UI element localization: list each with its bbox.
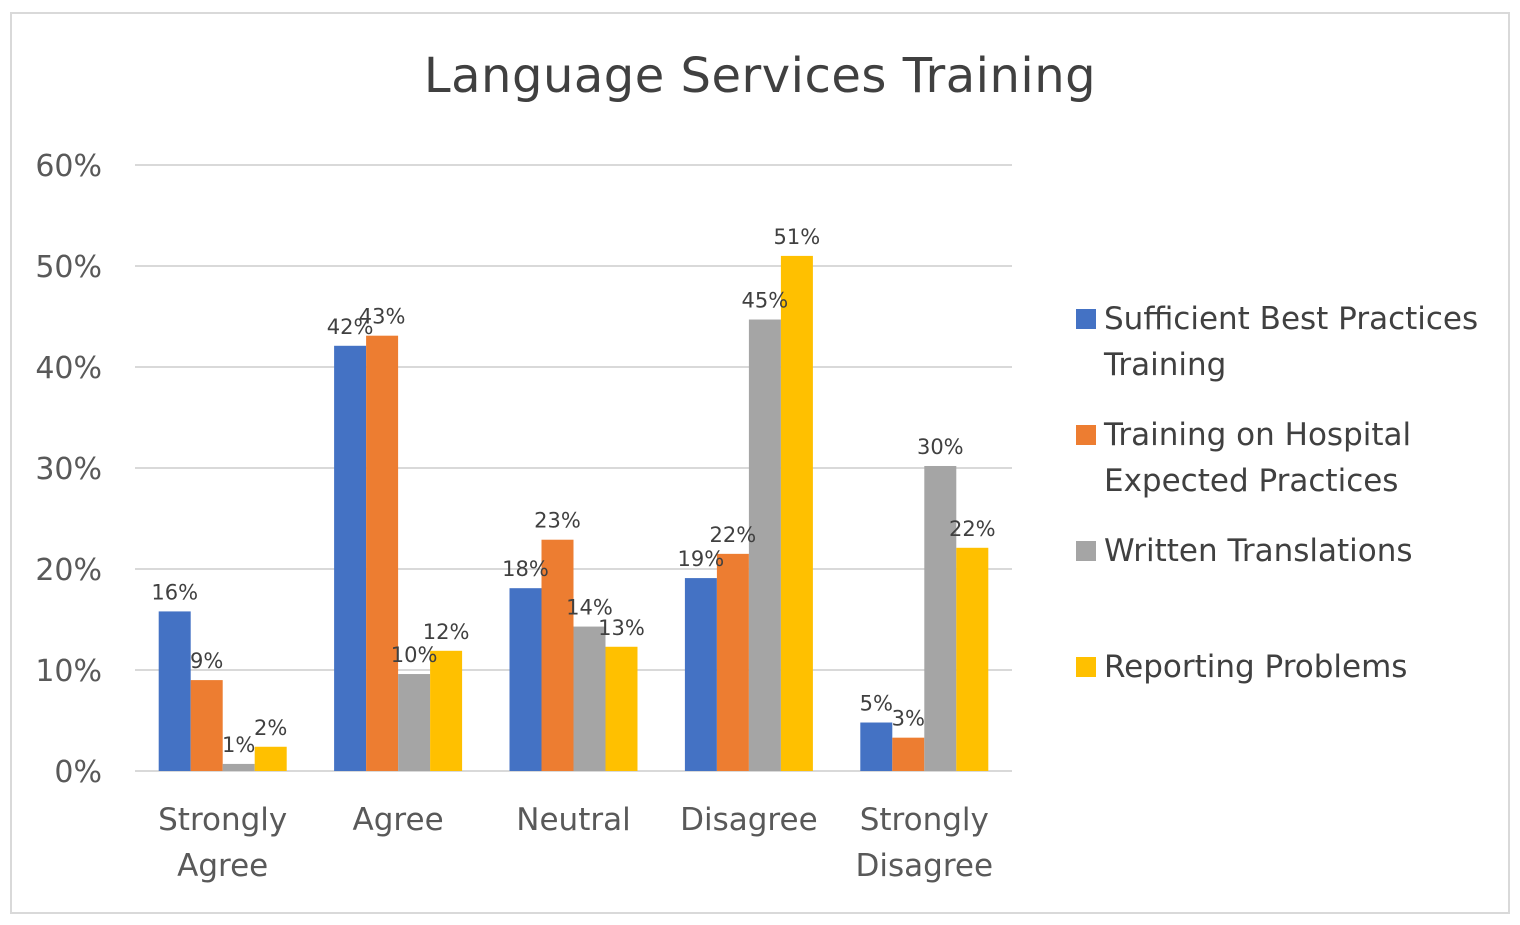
legend-label-line: Reporting Problems — [1104, 649, 1408, 685]
bar — [509, 588, 542, 771]
bar — [430, 650, 463, 771]
data-label: 19% — [678, 547, 725, 571]
data-label: 22% — [949, 517, 996, 541]
data-label: 42% — [327, 315, 374, 339]
legend-label-line: Expected Practices — [1104, 463, 1399, 499]
bar — [573, 626, 606, 771]
data-label: 3% — [892, 707, 925, 731]
data-label: 2% — [254, 716, 287, 740]
x-tick-label: Neutral — [516, 802, 630, 838]
data-label: 16% — [151, 580, 198, 604]
legend-label-line: Training on Hospital — [1104, 417, 1412, 453]
data-label: 51% — [774, 225, 821, 249]
bar — [222, 763, 255, 771]
x-tick-label: Disagree — [680, 802, 818, 838]
bar — [860, 722, 893, 771]
bars — [158, 255, 989, 771]
x-tick-label: Strongly — [860, 802, 989, 838]
legend-item-written-translations: Written Translations — [1076, 528, 1484, 574]
y-tick-label: 60% — [35, 149, 102, 184]
data-label: 45% — [742, 289, 789, 313]
bar — [924, 465, 957, 771]
legend-label-line: Sufficient Best Practices — [1104, 301, 1479, 337]
bar — [780, 255, 813, 771]
y-tick-label: 30% — [35, 452, 102, 487]
data-label: 13% — [598, 616, 645, 640]
legend-swatch — [1076, 309, 1096, 329]
bar — [892, 737, 925, 771]
bar — [190, 680, 223, 771]
legend-swatch — [1076, 425, 1096, 445]
legend-swatch — [1076, 657, 1096, 677]
bar — [254, 746, 287, 771]
bar — [158, 611, 191, 771]
bar — [541, 539, 574, 771]
x-tick-label: Agree — [177, 848, 268, 884]
data-label: 43% — [359, 305, 406, 329]
data-label: 5% — [860, 692, 893, 716]
data-label: 18% — [502, 557, 549, 581]
x-axis-ticks: Strongly Agree Agree Neutral Disagree Strongl… — [158, 802, 993, 884]
bar — [716, 553, 749, 771]
data-label: 10% — [391, 643, 438, 667]
data-label: 22% — [710, 523, 757, 547]
y-tick-label: 20% — [35, 553, 102, 588]
legend-label-line: Written Translations — [1104, 533, 1413, 569]
x-tick-label: Agree — [353, 802, 444, 838]
data-label: 14% — [566, 596, 613, 620]
y-tick-label: 0% — [54, 755, 102, 790]
data-label: 30% — [917, 435, 964, 459]
bar — [748, 319, 781, 771]
bar — [398, 674, 431, 771]
chart-title: Language Services Training — [423, 48, 1097, 104]
data-label: 12% — [423, 620, 470, 644]
x-tick-label: Disagree — [856, 848, 994, 884]
x-tick-label: Strongly — [158, 802, 287, 838]
bar — [605, 646, 638, 771]
data-label: 9% — [190, 649, 223, 673]
bar — [366, 335, 399, 771]
legend-label-line: Training — [1104, 347, 1227, 383]
data-label: 23% — [534, 509, 581, 533]
legend-swatch — [1076, 541, 1096, 561]
y-tick-label: 50% — [35, 250, 102, 285]
y-axis-ticks: 0% 10% 20% 30% 40% 50% 60% — [35, 149, 102, 790]
bar — [684, 578, 717, 771]
y-tick-label: 40% — [35, 351, 102, 386]
data-labels: 16% 42% 18% 19% 5% 9% 43% 23% 22% 3% 1% 10% 14% 45% 30… — [151, 225, 995, 757]
bar — [956, 547, 989, 771]
bar — [334, 345, 367, 771]
data-label: 1% — [222, 733, 255, 757]
y-tick-label: 10% — [35, 654, 102, 689]
legend-item-hospital-expected-practices: Training on Hospital Expected Practices — [1076, 412, 1484, 504]
legend-item-sufficient-best-practices: Sufficient Best Practices Training — [1076, 296, 1484, 388]
legend-item-reporting-problems: Reporting Problems — [1076, 644, 1484, 690]
